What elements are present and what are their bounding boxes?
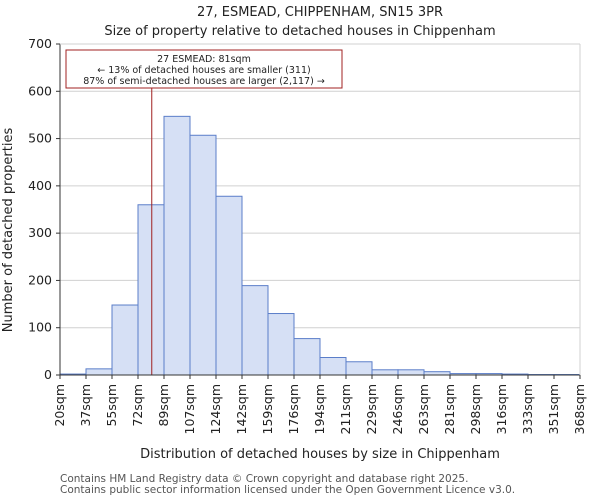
histogram-bar: [215, 195, 243, 376]
y-tick-label: 600: [28, 83, 52, 98]
chart-title: 27, ESMEAD, CHIPPENHAM, SN15 3PR: [197, 5, 443, 20]
x-tick-label: 281sqm: [442, 384, 457, 434]
x-tick-label: 72sqm: [130, 384, 145, 427]
histogram-bar: [111, 304, 139, 376]
y-tick-label: 400: [28, 178, 52, 193]
x-tick-label: 246sqm: [390, 384, 405, 434]
histogram-bar: [371, 369, 399, 376]
x-tick-label: 229sqm: [364, 384, 379, 434]
footer-copyright: Contains HM Land Registry data © Crown c…: [60, 473, 469, 485]
x-tick-label: 142sqm: [234, 384, 249, 434]
y-tick-label: 500: [28, 131, 52, 146]
annotation-line-3: 87% of semi-detached houses are larger (…: [83, 76, 325, 87]
x-tick-label: 263sqm: [416, 384, 431, 434]
x-tick-label: 20sqm: [52, 384, 67, 427]
x-tick-label: 351sqm: [546, 384, 561, 434]
histogram-bar: [163, 115, 191, 376]
x-tick-label: 316sqm: [494, 384, 509, 434]
x-tick-label: 124sqm: [208, 384, 223, 434]
x-ticks: 20sqm 37sqm 55sqm 72sqm 89sqm 107sqm 124sqm 142…: [52, 375, 587, 434]
x-tick-label: 333sqm: [520, 384, 535, 434]
histogram-bar: [397, 369, 425, 376]
histogram-bar: [137, 204, 165, 376]
footer-licence: Contains public sector information licen…: [60, 484, 516, 496]
x-tick-label: 55sqm: [104, 384, 119, 427]
histogram-bar: [293, 338, 321, 376]
histogram-bar: [189, 134, 217, 376]
histogram-bar: [85, 368, 113, 376]
annotation-line-2: ← 13% of detached houses are smaller (31…: [97, 65, 310, 76]
annotation-frame: [65, 49, 343, 89]
histogram-bar: [319, 357, 347, 376]
bars: [59, 115, 581, 376]
histogram-bar: [267, 313, 295, 376]
x-tick-label: 159sqm: [260, 384, 275, 434]
y-tick-label: 300: [28, 225, 52, 240]
x-tick-label: 298sqm: [468, 384, 483, 434]
y-tick-label: 700: [28, 36, 52, 51]
y-axis-label: Number of detached properties: [1, 128, 16, 333]
x-tick-label: 176sqm: [286, 384, 301, 434]
y-ticks: 0 100 200 300 400 500 600 700: [28, 36, 60, 382]
x-tick-label: 368sqm: [572, 384, 587, 434]
x-tick-label: 211sqm: [338, 384, 353, 434]
x-tick-label: 194sqm: [312, 384, 327, 434]
y-tick-label: 0: [44, 367, 52, 382]
annotation-line-1: 27 ESMEAD: 81sqm: [157, 54, 251, 65]
x-tick-label: 89sqm: [156, 384, 171, 427]
histogram-bar: [241, 285, 269, 376]
x-tick-label: 37sqm: [78, 384, 93, 427]
chart-subtitle: Size of property relative to detached ho…: [104, 24, 495, 39]
histogram-bar: [345, 361, 373, 376]
x-axis-label: Distribution of detached houses by size …: [140, 447, 500, 462]
y-tick-label: 200: [28, 272, 52, 287]
x-tick-label: 107sqm: [182, 384, 197, 434]
y-tick-label: 100: [28, 320, 52, 335]
annotation-box: 27 ESMEAD: 81sqm ← 13% of detached house…: [65, 49, 343, 89]
